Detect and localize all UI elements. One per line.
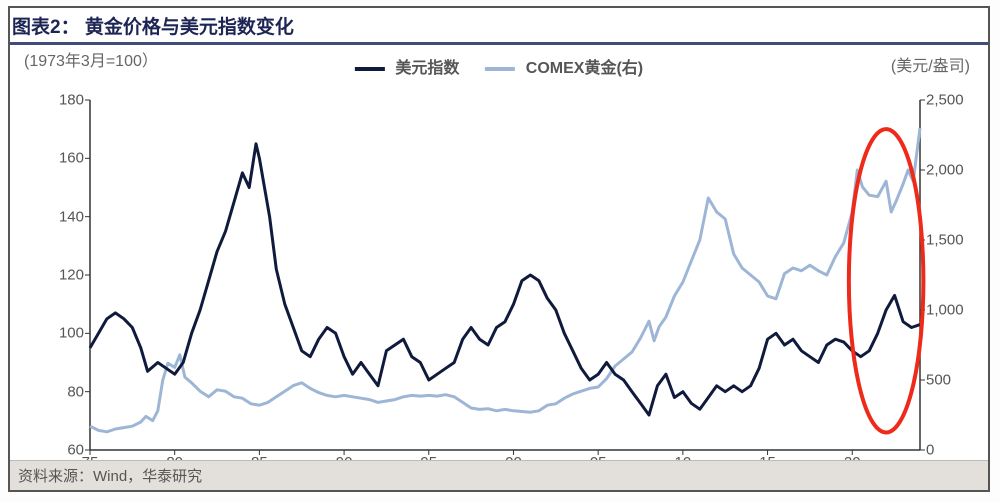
ytick-right: 500 [926, 372, 951, 389]
legend: 美元指数 COMEX黄金(右) [355, 54, 643, 78]
highlight-ellipse [849, 129, 924, 432]
series-usd [90, 144, 920, 415]
legend-label-usd: 美元指数 [395, 60, 459, 77]
chart-container: { "title":"图表2： 黄金价格与美元指数变化", "subtitle"… [0, 0, 1000, 502]
plot-area: 608010012014016018005001,0001,5002,0002,… [90, 100, 920, 450]
legend-swatch-usd [355, 67, 385, 71]
ytick-left: 120 [59, 267, 84, 284]
plot-svg [90, 100, 920, 450]
source-line: 资料来源：Wind，华泰研究 [10, 460, 988, 490]
ytick-right: 2,500 [926, 92, 964, 109]
ytick-left: 180 [59, 92, 84, 109]
ytick-left: 100 [59, 325, 84, 342]
ytick-right: 0 [926, 442, 934, 459]
right-axis-label: (美元/盎司) [891, 52, 970, 76]
ytick-left: 140 [59, 208, 84, 225]
ytick-right: 2,000 [926, 162, 964, 179]
legend-swatch-gold [485, 67, 515, 71]
ytick-right: 1,000 [926, 302, 964, 319]
ytick-right: 1,500 [926, 232, 964, 249]
legend-item-gold: COMEX黄金(右) [485, 54, 643, 78]
ytick-left: 160 [59, 150, 84, 167]
legend-item-usd: 美元指数 [355, 54, 459, 78]
ytick-left: 80 [67, 383, 84, 400]
chart-frame: 图表2： 黄金价格与美元指数变化 (1973年3月=100） (美元/盎司) 美… [8, 6, 990, 492]
legend-label-gold: COMEX黄金(右) [526, 60, 643, 77]
series-gold [90, 128, 920, 432]
chart-title: 图表2： 黄金价格与美元指数变化 [10, 8, 988, 45]
